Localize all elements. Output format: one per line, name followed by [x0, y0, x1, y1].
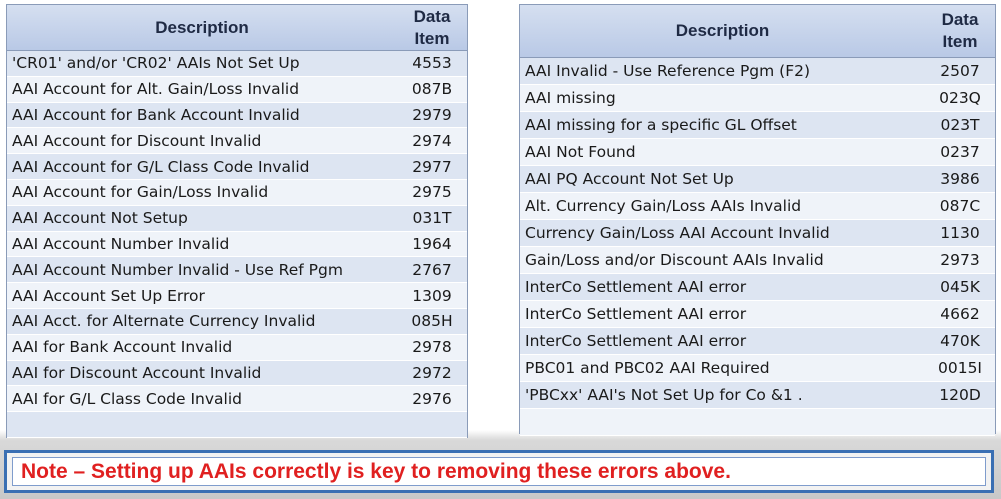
table-row	[7, 412, 467, 438]
row-description: AAI Account for Bank Account Invalid	[12, 105, 300, 124]
table-header: Description Data Item	[7, 5, 467, 51]
table-row: PBC01 and PBC02 AAI Required 0015I	[520, 355, 995, 382]
row-data-item: 1964	[412, 234, 452, 253]
table-row: InterCo Settlement AAI error 4662	[520, 301, 995, 328]
row-description: AAI for Bank Account Invalid	[12, 338, 233, 357]
table-row: AAI missing 023Q	[520, 85, 995, 112]
row-description: AAI Account for Discount Invalid	[12, 131, 262, 150]
table-row: AAI for Bank Account Invalid 2978	[7, 334, 467, 361]
table-row: AAI Account Number Invalid 1964	[7, 231, 467, 258]
table-row: AAI for G/L Class Code Invalid 2976	[7, 386, 467, 413]
row-data-item: 2507	[940, 62, 980, 80]
row-description: AAI Account Set Up Error	[12, 286, 205, 305]
right-error-table: Description Data Item AAI Invalid - Use …	[519, 4, 996, 436]
description-header: Description	[675, 21, 770, 40]
row-data-item: 2974	[412, 131, 452, 150]
table-row: AAI missing for a specific GL Offset 023T	[520, 112, 995, 139]
row-description: AAI for G/L Class Code Invalid	[12, 389, 243, 408]
row-description: InterCo Settlement AAI error	[525, 332, 747, 350]
row-data-item: 023T	[940, 116, 980, 134]
row-description: AAI missing	[525, 89, 616, 107]
table-row: AAI for Discount Account Invalid 2972	[7, 360, 467, 387]
table-body: 'CR01' and/or 'CR02' AAIs Not Set Up 4553…	[7, 51, 467, 438]
row-description: AAI Account for G/L Class Code Invalid	[12, 157, 310, 176]
table-row: AAI PQ Account Not Set Up 3986	[520, 166, 995, 193]
table-row: AAI Not Found 0237	[520, 139, 995, 166]
row-description: PBC01 and PBC02 AAI Required	[525, 359, 770, 377]
row-description: AAI Account for Alt. Gain/Loss Invalid	[12, 80, 300, 99]
row-description: InterCo Settlement AAI error	[525, 278, 747, 296]
row-data-item: 2767	[412, 260, 452, 279]
left-error-table: Description Data Item 'CR01' and/or 'CR0…	[6, 4, 468, 438]
row-description: AAI Invalid - Use Reference Pgm (F2)	[525, 62, 811, 80]
row-data-item: 120D	[939, 386, 981, 404]
note-banner: Note – Setting up AAIs correctly is key …	[4, 450, 994, 493]
row-description: Currency Gain/Loss AAI Account Invalid	[525, 224, 830, 242]
row-description: AAI missing for a specific GL Offset	[525, 116, 797, 134]
row-description: 'PBCxx' AAI's Not Set Up for Co &1 .	[525, 386, 803, 404]
row-description: 'CR01' and/or 'CR02' AAIs Not Set Up	[12, 54, 300, 73]
row-description: AAI Account Number Invalid - Use Ref Pgm	[12, 260, 343, 279]
row-data-item: 0237	[940, 143, 980, 161]
row-data-item: 1309	[412, 286, 452, 305]
table-row: AAI Account for G/L Class Code Invalid 29…	[7, 154, 467, 180]
row-data-item: 2979	[412, 105, 452, 124]
row-description: Gain/Loss and/or Discount AAIs Invalid	[525, 251, 824, 269]
row-data-item: 2978	[412, 338, 452, 357]
row-description: AAI PQ Account Not Set Up	[525, 170, 734, 188]
table-row: AAI Invalid - Use Reference Pgm (F2) 2507	[520, 58, 995, 85]
note-text: Note – Setting up AAIs correctly is key …	[12, 457, 986, 486]
table-row: InterCo Settlement AAI error 045K	[520, 274, 995, 301]
row-description: AAI Account Number Invalid	[12, 234, 230, 253]
row-data-item: 0015I	[937, 359, 983, 377]
table-row	[520, 409, 995, 436]
row-data-item: 2973	[940, 251, 980, 269]
table-row: 'PBCxx' AAI's Not Set Up for Co &1 . 120D	[520, 382, 995, 409]
data-item-header: Data Item	[413, 6, 451, 48]
row-data-item: 023Q	[939, 89, 981, 107]
table-row: AAI Acct. for Alternate Currency Invalid…	[7, 308, 467, 335]
row-description: InterCo Settlement AAI error	[525, 305, 747, 323]
table-row: AAI Account Not Setup 031T	[7, 205, 467, 232]
table-row: AAI Account for Gain/Loss Invalid 2975	[7, 179, 467, 206]
row-data-item: 087C	[939, 197, 981, 215]
row-data-item: 085H	[411, 312, 453, 331]
row-data-item: 087B	[411, 80, 453, 99]
row-data-item: 2976	[412, 389, 452, 408]
row-data-item: 2975	[412, 183, 452, 202]
row-data-item: 031T	[412, 209, 452, 228]
table-row: AAI Account for Alt. Gain/Loss Invalid 08…	[7, 76, 467, 103]
row-data-item: 2977	[412, 157, 452, 176]
row-description: AAI Account for Gain/Loss Invalid	[12, 183, 269, 202]
row-description: Alt. Currency Gain/Loss AAIs Invalid	[525, 197, 802, 215]
row-data-item: 045K	[940, 278, 980, 296]
row-data-item: 4662	[940, 305, 980, 323]
table-body: AAI Invalid - Use Reference Pgm (F2) 2507…	[520, 58, 995, 436]
table-row: Alt. Currency Gain/Loss AAIs Invalid 087C	[520, 193, 995, 220]
row-data-item: 4553	[412, 54, 452, 73]
table-row: AAI Account for Discount Invalid 2974	[7, 128, 467, 155]
row-description: AAI Account Not Setup	[12, 209, 188, 228]
row-data-item: 3986	[940, 170, 980, 188]
table-header: Description Data Item	[520, 5, 995, 58]
table-row: AAI Account Number Invalid - Use Ref Pgm…	[7, 257, 467, 284]
row-description: AAI Acct. for Alternate Currency Invalid	[12, 312, 316, 331]
description-header: Description	[155, 17, 249, 37]
table-row: 'CR01' and/or 'CR02' AAIs Not Set Up 4553	[7, 51, 467, 77]
table-row: Currency Gain/Loss AAI Account Invalid 11…	[520, 220, 995, 247]
table-row: AAI Account for Bank Account Invalid 2979	[7, 102, 467, 129]
row-data-item: 1130	[940, 224, 980, 242]
row-description: AAI Not Found	[525, 143, 636, 161]
table-row: AAI Account Set Up Error 1309	[7, 283, 467, 309]
table-row: Gain/Loss and/or Discount AAIs Invalid 29…	[520, 247, 995, 274]
table-row: InterCo Settlement AAI error 470K	[520, 328, 995, 355]
row-data-item: 470K	[940, 332, 980, 350]
data-item-header: Data Item	[941, 10, 979, 51]
row-data-item: 2972	[412, 363, 452, 382]
row-description: AAI for Discount Account Invalid	[12, 363, 262, 382]
